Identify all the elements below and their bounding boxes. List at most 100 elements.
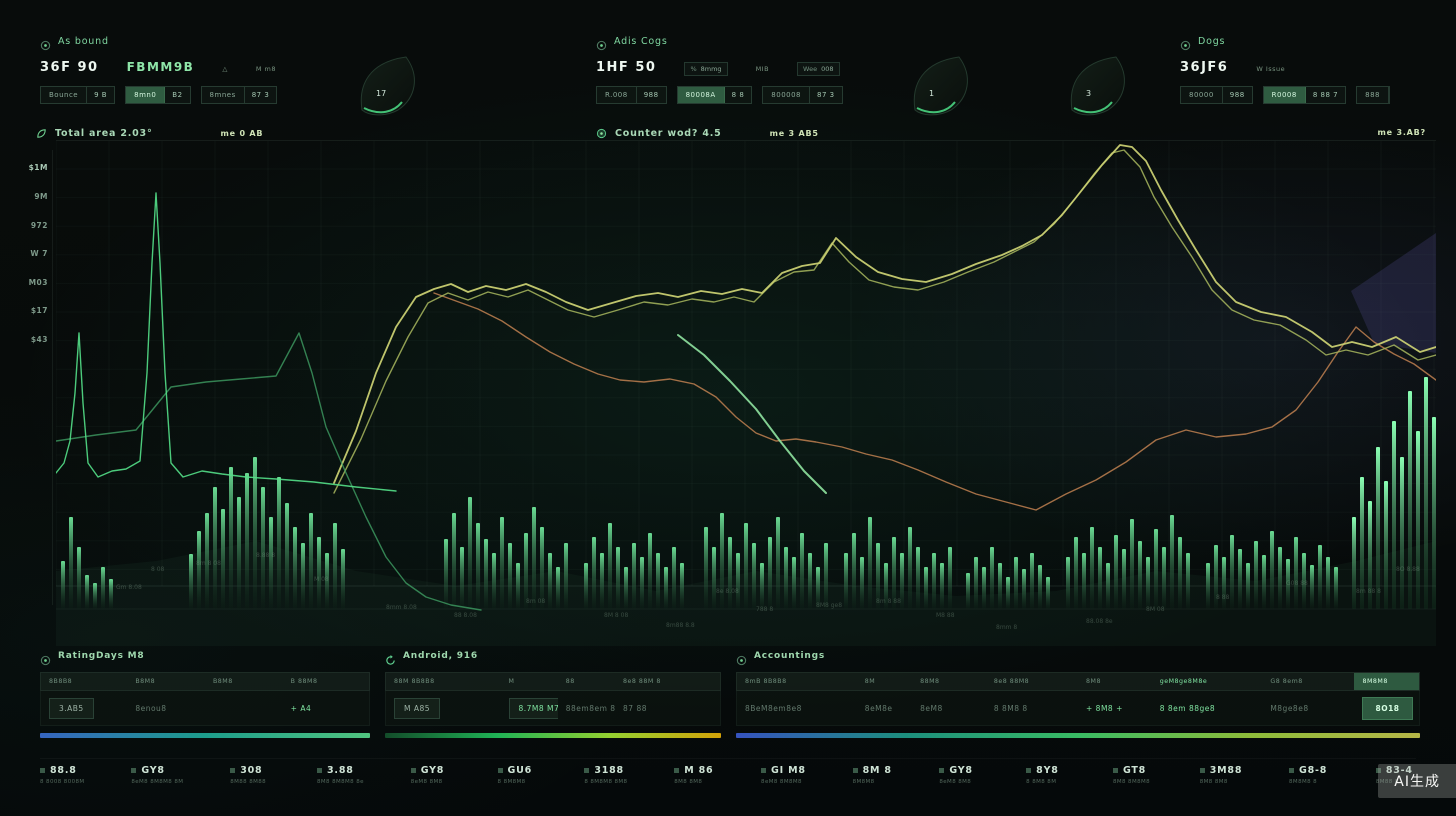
footer-value-text: 3.88 (327, 765, 354, 776)
stat-dot-icon (1375, 768, 1381, 773)
stat-button[interactable]: 8mn0 B2 (125, 86, 191, 104)
table-header-cell: 88M 8B8B8 (394, 678, 435, 685)
stat-button[interactable]: R.008 988 (596, 86, 667, 104)
chip[interactable]: % 8mmg (684, 62, 728, 76)
footer-value-text: GY8 (420, 765, 445, 776)
button-value: 87 3 (817, 91, 835, 99)
svg-text:788 8: 788 8 (756, 606, 773, 613)
chip-prefix: Wee (803, 65, 818, 73)
table-header-cell: 8e8 88M8 (993, 678, 1030, 685)
footer-stat-sublabel: 8M8M8 8 (1289, 779, 1318, 785)
panel-title: Android, 916 (403, 651, 478, 661)
footer-value-text: 8M 8 (862, 765, 892, 776)
panel-title: Accountings (754, 651, 826, 661)
footer-stat-item: 308 8M88 8M88 (230, 765, 270, 785)
stat-dot-icon (1112, 768, 1118, 773)
y-tick-label: $43 (30, 335, 48, 344)
stat-button[interactable]: R0008 8 88 7 (1262, 86, 1347, 104)
stat-button[interactable]: 80000 988 (1180, 86, 1253, 104)
footer-value-text: G8-8 (1299, 765, 1328, 776)
footer-value-text: M 86 (684, 765, 714, 776)
footer-value-text: GI M8 (771, 765, 806, 776)
chart-header-center: Counter wod? 4.5 me 3 AB5 (596, 128, 819, 139)
footer-stat-value: 88.8 (40, 765, 85, 776)
section-label: Adis Cogs (614, 35, 668, 47)
footer-stat-item: 3.88 8M8 8M8M8 8e (317, 765, 364, 785)
table-cell[interactable]: 8O18 (1354, 693, 1419, 724)
chart-header: Total area 2.03° me 0 AB Counter wod? 4.… (0, 128, 1456, 150)
footer-stat-item: GY8 8eM8 8M8 (939, 765, 979, 785)
stat-button[interactable]: 800008 87 3 (762, 86, 843, 104)
chart-subtitle-value: me 3 AB5 (769, 129, 819, 138)
stat-dot-icon (317, 768, 322, 773)
panel-title-row: Android, 916 (385, 648, 721, 665)
svg-text:M8 88: M8 88 (936, 612, 955, 619)
leaf-icon (37, 129, 46, 138)
button-value: 8 8 (731, 91, 745, 99)
svg-text:88 8.08: 88 8.08 (454, 612, 477, 619)
stat-dot-icon (410, 768, 416, 773)
chip-value: 008 (821, 65, 834, 73)
svg-text:8.88 8: 8.88 8 (256, 552, 275, 559)
footer-stat-sublabel: 8eM8 8M8 (410, 779, 443, 785)
leaf-gauge-icon: 1 (905, 52, 997, 122)
footer-stat-value: GI M8 (761, 765, 806, 776)
stat-button[interactable]: 888 (1356, 86, 1390, 104)
table-cell[interactable]: 8.7M8 M78 (501, 694, 558, 723)
footer-value-text: GY8 (141, 765, 165, 776)
footer-stat-item: GU6 8 8M8M8 (497, 765, 538, 785)
svg-text:8M 8 08: 8M 8 08 (604, 612, 628, 619)
boxed-cell[interactable]: 8.7M8 M78 (508, 697, 558, 719)
table-header-row: 8mB 8B8B8 8M 88M8 8e8 88M8 8M8 geM8ge8M8e G8 8… (736, 672, 1420, 691)
svg-text:17: 17 (376, 89, 386, 98)
chip-label: M m8 (255, 65, 276, 73)
header-panel-title-row: Dogs (1180, 34, 1430, 50)
footer-stat-value: GT8 (1112, 765, 1153, 776)
chip[interactable]: Wee 008 (797, 62, 840, 76)
header-panel-title-row: Adis Cogs (596, 34, 1026, 50)
footer-stat-item: GI M8 8eM8 8M8M8 (761, 765, 806, 785)
highlighted-cell-button[interactable]: 8O18 (1362, 696, 1413, 720)
svg-text:8mm 8.08: 8mm 8.08 (386, 604, 417, 611)
footer-value-text: GT8 (1122, 765, 1147, 776)
stat-button[interactable]: 80008A 8 8 (676, 86, 753, 104)
boxed-cell[interactable]: M A85 (394, 697, 441, 719)
stat-button[interactable]: Bounce 9 B (40, 86, 116, 104)
footer-stat-sublabel: 8M8M8 (852, 779, 875, 785)
table-cell: 88em8em 8a (565, 703, 616, 713)
footer-stat-sublabel: 8M8 8M8 (1199, 779, 1228, 785)
table-cell[interactable]: 3.AB5 (41, 694, 127, 723)
footer-stat-sublabel: 8M8 8M8 (674, 779, 703, 785)
footer-stat-value: 83-4 (1375, 765, 1416, 776)
footer-stat-item: 8Y8 8 8M8 8M (1026, 765, 1066, 785)
svg-text:8e 8.08: 8e 8.08 (716, 588, 739, 595)
panel-title-row: RatingDays M8 (40, 648, 370, 665)
y-tick-label: $17 (30, 306, 48, 315)
chart-title-value: me 0 AB (220, 129, 264, 138)
footer-stat-value: GY8 (131, 765, 183, 776)
footer-stat-item: 3M88 8M8 8M8 (1199, 765, 1242, 785)
button-label: 8mnes (202, 87, 245, 103)
stat-button[interactable]: 8mnes 87 3 (200, 86, 278, 104)
footer-stats: 88.8 8 8008 8008M GY8 8eM8 8M8M8 8M 308 8M88 … (40, 758, 1416, 785)
footer-stat-value: 8M 8 (852, 765, 893, 776)
footer-stat-item: 88.8 8 8008 8008M (40, 765, 85, 785)
footer-stat-item: GY8 8eM8 8M8M8 8M (131, 765, 183, 785)
leaf-gauge-icon: 3 (1062, 52, 1154, 122)
chip-prefix: % (690, 65, 697, 73)
chip-label: △ (222, 65, 228, 73)
footer-value-text: 3188 (594, 765, 624, 776)
footer-stat-sublabel: 8 8008 8008M (40, 779, 85, 785)
table-cell[interactable]: M A85 (386, 694, 501, 723)
svg-text:8M8 ge8: 8M8 ge8 (816, 602, 842, 609)
button-label: R0008 (1263, 87, 1306, 103)
header-panel-title-row: As bound (40, 34, 470, 50)
footer-stat-item: 83-4 8M88 8 (1375, 765, 1416, 785)
button-value: 988 (1229, 91, 1245, 99)
footer-stat-item: M 86 8M8 8M8 (674, 765, 714, 785)
boxed-cell[interactable]: 3.AB5 (49, 697, 94, 719)
chip-value: 8mmg (700, 65, 722, 73)
footer-stat-value: 8Y8 (1026, 765, 1066, 776)
ring-dot-icon (596, 128, 607, 139)
